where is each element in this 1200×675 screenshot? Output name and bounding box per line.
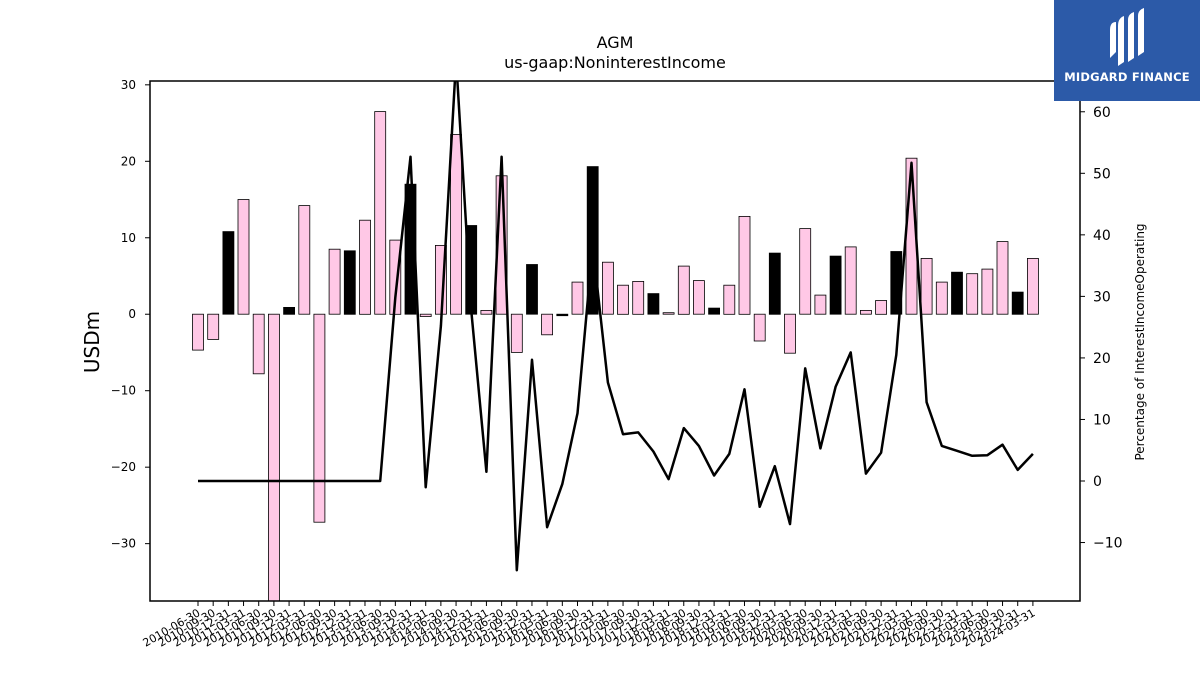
bar: [996, 241, 1009, 315]
bar: [844, 246, 857, 315]
bar: [222, 231, 235, 315]
bar: [814, 294, 827, 315]
bar: [343, 250, 356, 315]
plot-frame: [149, 80, 1081, 602]
y2-axis-label: Percentage of InterestIncomeOperating: [1133, 223, 1147, 460]
y2-tick-label: 30: [1093, 289, 1111, 305]
y-tick-label: 10: [121, 231, 136, 245]
bar: [252, 313, 265, 375]
bar: [860, 309, 872, 315]
x-axis: 2010-06-302010-09-302010-12-312011-03-31…: [141, 601, 1037, 650]
bar: [693, 280, 705, 315]
bar-series: [192, 111, 1039, 601]
y-tick-label: −30: [111, 537, 136, 551]
bar: [526, 264, 538, 315]
brand-logo: MIDGARD FINANCE: [1054, 0, 1200, 101]
y-tick-label: 0: [128, 307, 136, 321]
bar: [571, 281, 584, 315]
y2-tick-label: 50: [1093, 166, 1111, 182]
bar: [267, 313, 280, 601]
y-axis-label: USDm: [80, 311, 104, 373]
bar: [966, 273, 979, 315]
bar: [556, 313, 569, 317]
bar: [617, 284, 629, 315]
bar: [419, 313, 432, 317]
bar: [753, 313, 766, 342]
bar: [784, 313, 796, 354]
bar: [799, 228, 812, 315]
line-path: [198, 81, 1034, 572]
brand-name: MIDGARD FINANCE: [1064, 70, 1190, 84]
bar: [738, 215, 751, 315]
bar: [935, 281, 948, 315]
bar: [298, 205, 311, 315]
bar: [602, 261, 614, 315]
chart-subtitle: us-gaap:NoninterestIncome: [504, 53, 726, 72]
bar: [389, 239, 402, 315]
bar: [283, 306, 296, 315]
bar: [586, 166, 599, 315]
bar: [768, 252, 781, 315]
bar: [237, 199, 250, 315]
chart-title: AGM: [597, 33, 634, 52]
bar: [207, 313, 220, 340]
bar: [1027, 257, 1039, 315]
bar: [541, 313, 553, 336]
bar: [480, 309, 493, 315]
bar: [875, 300, 887, 315]
bar: [981, 268, 994, 315]
y2-tick-label: 40: [1093, 228, 1111, 244]
bar: [647, 293, 660, 315]
bar: [677, 265, 690, 315]
y2-tick-label: −10: [1093, 536, 1123, 552]
line-series: [198, 81, 1034, 572]
y2-axis: −10 0 10 20 30 40 50 60: [1080, 105, 1123, 552]
y2-tick-label: 20: [1093, 351, 1111, 367]
bar: [510, 313, 523, 353]
bar: [708, 307, 720, 315]
bar: [313, 313, 326, 523]
y-tick-label: 30: [121, 78, 136, 92]
bar: [829, 255, 842, 315]
bar: [192, 313, 204, 351]
y2-tick-label: 0: [1093, 474, 1102, 490]
bar: [1011, 291, 1024, 315]
bar: [450, 134, 463, 315]
y-axis: −30 −20 −10 0 10 20 30: [111, 78, 150, 551]
y-tick-label: −10: [111, 384, 136, 398]
bar: [359, 219, 371, 315]
y-tick-label: 20: [121, 154, 136, 168]
y-tick-label: −20: [111, 460, 136, 474]
bar: [632, 280, 645, 315]
y2-tick-label: 60: [1093, 105, 1111, 121]
bar: [920, 257, 933, 315]
bar: [374, 111, 387, 315]
y2-tick-label: 10: [1093, 412, 1111, 428]
bar: [328, 248, 341, 315]
bar: [951, 271, 963, 315]
brand-mark-icon: [1110, 8, 1144, 66]
bar: [723, 284, 736, 315]
bar: [662, 312, 675, 315]
